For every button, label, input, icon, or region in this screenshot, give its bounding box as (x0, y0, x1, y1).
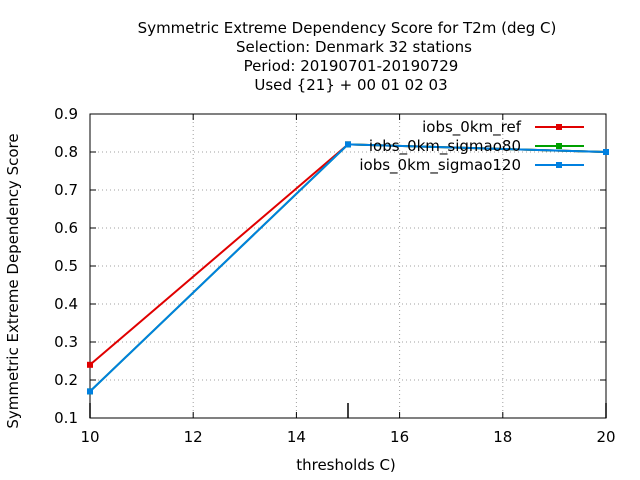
series-iobs_0km_sigmao80 (87, 141, 609, 395)
series-line (89, 143, 607, 366)
x-tick-label: 10 (80, 428, 99, 446)
series-iobs_0km_sigmao120 (87, 141, 609, 395)
y-tick-label: 0.7 (54, 181, 78, 199)
x-tick-label: 20 (596, 428, 615, 446)
y-tick-label: 0.9 (54, 105, 78, 123)
title-line-3: Period: 20190701-20190729 (244, 57, 459, 75)
legend-label: iobs_0km_sigmao80 (369, 137, 521, 156)
legend-label: iobs_0km_ref (422, 118, 522, 137)
data-point (87, 388, 93, 395)
series-line (89, 143, 607, 393)
legend-swatch-marker (556, 124, 562, 130)
data-point (345, 141, 351, 148)
legend-swatch-marker (556, 162, 562, 168)
y-tick-label: 0.5 (54, 257, 78, 275)
chart-title: Symmetric Extreme Dependency Score for T… (138, 19, 557, 94)
title-line-2: Selection: Denmark 32 stations (236, 38, 472, 56)
data-point (603, 149, 609, 155)
plot-frame (89, 113, 607, 419)
data-point (87, 361, 93, 368)
series-iobs_0km_ref (87, 141, 609, 368)
y-tick-label: 0.2 (54, 371, 78, 389)
x-axis-label: thresholds C) (296, 456, 396, 474)
x-tick-label: 16 (390, 428, 409, 446)
legend-label: iobs_0km_sigmao120 (359, 156, 521, 175)
x-tick-label: 14 (287, 428, 306, 446)
y-tick-label: 0.1 (54, 409, 78, 427)
legend-swatch-marker (556, 143, 562, 149)
title-line-4: Used {21} + 00 01 02 03 (254, 76, 447, 94)
y-tick-label: 0.3 (54, 333, 78, 351)
grid (90, 114, 606, 418)
x-tick-label: 12 (184, 428, 203, 446)
title-line-1: Symmetric Extreme Dependency Score for T… (138, 19, 557, 37)
legend: iobs_0km_refiobs_0km_sigmao80iobs_0km_si… (359, 118, 584, 175)
series-layer (87, 141, 609, 395)
x-tick-label: 18 (493, 428, 512, 446)
y-tick-label: 0.6 (54, 219, 78, 237)
y-axis-label: Symmetric Extreme Dependency Score (4, 133, 22, 428)
y-tick-label: 0.4 (54, 295, 78, 313)
ticks: 0.1 0.2 0.3 0.4 0.5 0.6 0.7 0.8 0.9 10 12 14 16 18 20 (54, 105, 615, 446)
series-line (89, 143, 607, 393)
y-tick-label: 0.8 (54, 143, 78, 161)
